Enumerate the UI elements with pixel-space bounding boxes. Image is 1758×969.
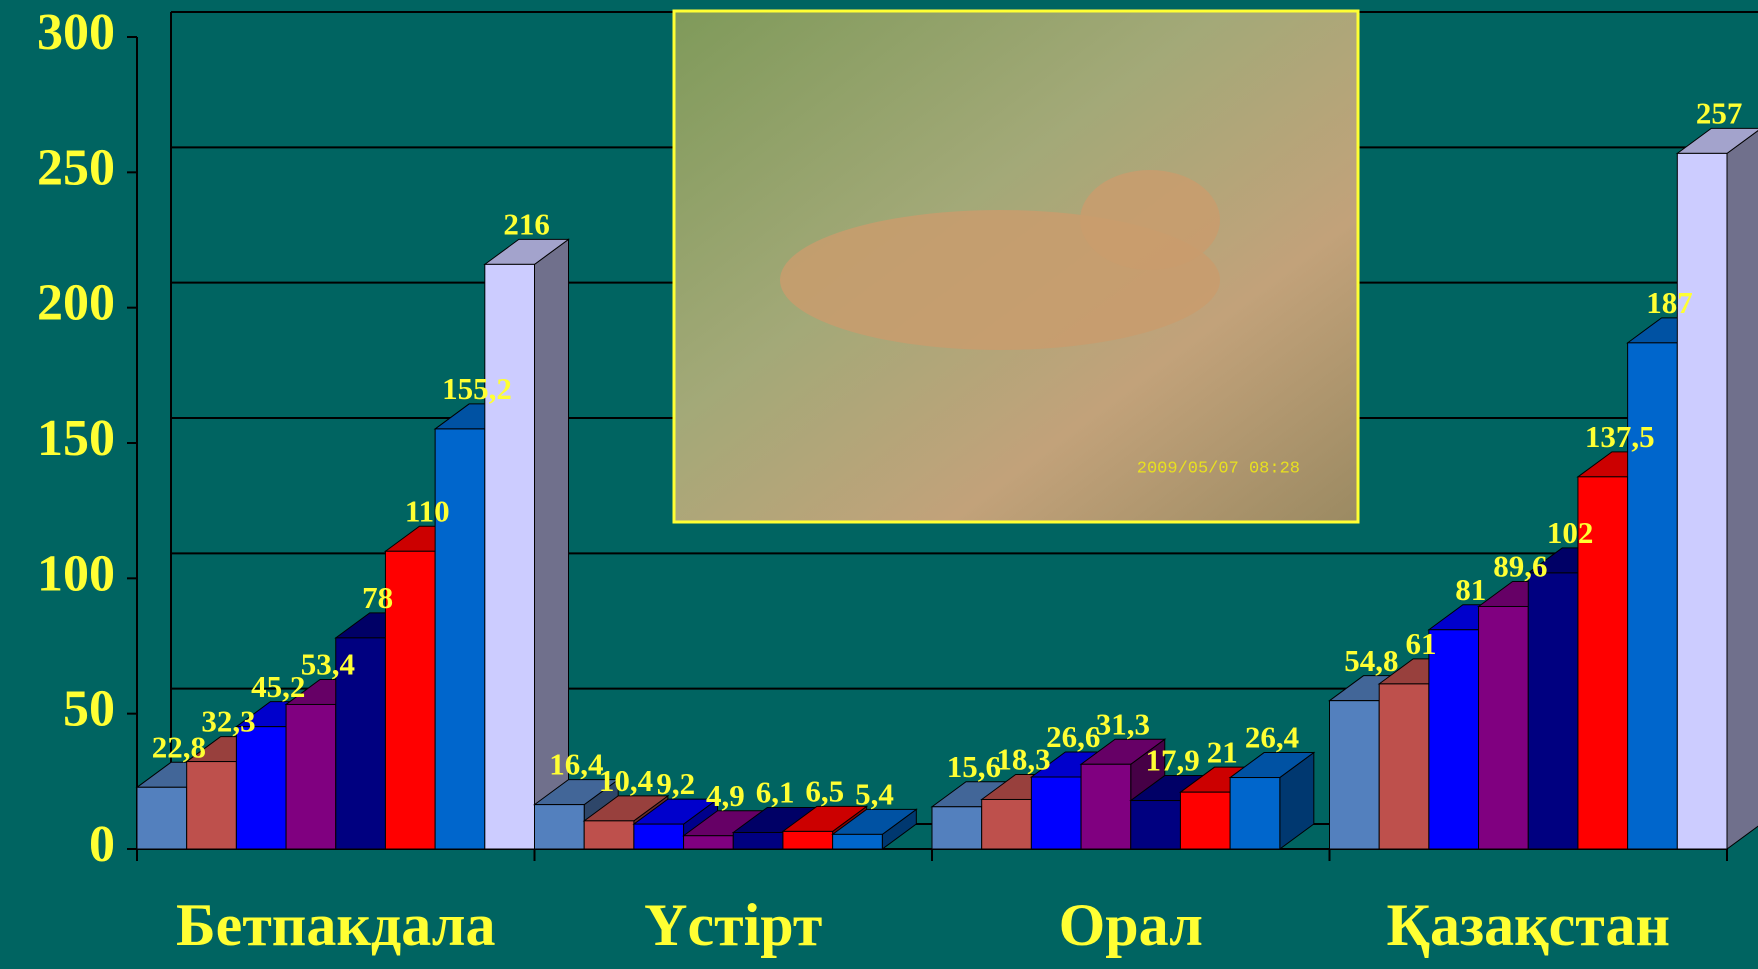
value-label: 32,3 [201,704,255,739]
y-tick-label: 100 [37,545,115,602]
value-label: 81 [1455,572,1486,607]
bar [286,704,336,849]
bar [584,821,634,849]
bar [1230,778,1280,849]
value-label: 6,5 [805,774,844,809]
value-label: 4,9 [706,778,745,813]
value-label: 110 [405,493,450,528]
bar-side [1727,128,1758,849]
value-label: 187 [1646,285,1693,320]
value-label: 31,3 [1096,706,1150,741]
value-label: 89,6 [1493,549,1547,584]
bar [982,799,1032,849]
value-label: 78 [362,580,393,615]
chart: 0 50 100 150 200 250 300 Бетпакдала Үстірт Орал Қа… [0,0,1758,969]
value-label: 155,2 [442,371,512,406]
x-tick-label: Қазақстан [1386,892,1670,958]
bar [1677,153,1727,849]
bar [1180,792,1230,849]
value-label: 26,6 [1046,719,1100,754]
y-tick-label: 0 [89,816,115,873]
bar [833,834,883,849]
y-tick-label: 150 [37,410,115,467]
value-label: 10,4 [599,763,653,798]
value-label: 6,1 [756,775,795,810]
bar [485,264,535,849]
y-tick-label: 300 [37,4,115,61]
photo-figure [1080,170,1220,270]
x-tick-label: Орал [1059,892,1203,958]
value-label: 54,8 [1344,643,1398,678]
bar [1031,777,1081,849]
value-label: 26,4 [1245,720,1299,755]
bar [684,836,734,849]
photo: 2009/05/07 08:28 [674,11,1358,522]
x-tick-label: Үстірт [644,892,822,958]
bar [1528,573,1578,849]
y-tick-label: 50 [63,681,115,738]
bar [187,762,237,849]
bar [634,824,684,849]
value-label: 53,4 [301,647,355,682]
bar [535,805,585,849]
y-tick-label: 200 [37,275,115,332]
value-label: 17,9 [1145,743,1199,778]
bar [733,832,783,849]
value-label: 102 [1547,515,1594,550]
y-tick-label: 250 [37,139,115,196]
value-label: 21 [1207,734,1238,769]
x-tick-label: Бетпакдала [176,892,495,958]
bar [435,429,485,849]
bar [1081,764,1131,849]
bar-group [1677,128,1758,849]
bar [1379,684,1429,849]
value-label: 45,2 [251,669,305,704]
value-label: 216 [503,206,550,241]
bar [236,727,286,849]
value-label: 257 [1696,95,1743,130]
bar [1429,630,1479,849]
value-label: 15,6 [947,749,1001,784]
value-label: 9,2 [656,766,695,801]
value-label: 18,3 [996,742,1050,777]
bar [1330,701,1380,849]
bar [137,787,187,849]
value-label: 137,5 [1585,419,1655,454]
value-label: 61 [1406,626,1437,661]
photo-caption: 2009/05/07 08:28 [1137,459,1300,478]
bar [1479,606,1529,849]
value-label: 16,4 [549,747,603,782]
bar [783,831,833,849]
bar [932,807,982,849]
bar [1131,801,1181,849]
value-label: 5,4 [855,776,894,811]
value-label: 22,8 [152,729,206,764]
